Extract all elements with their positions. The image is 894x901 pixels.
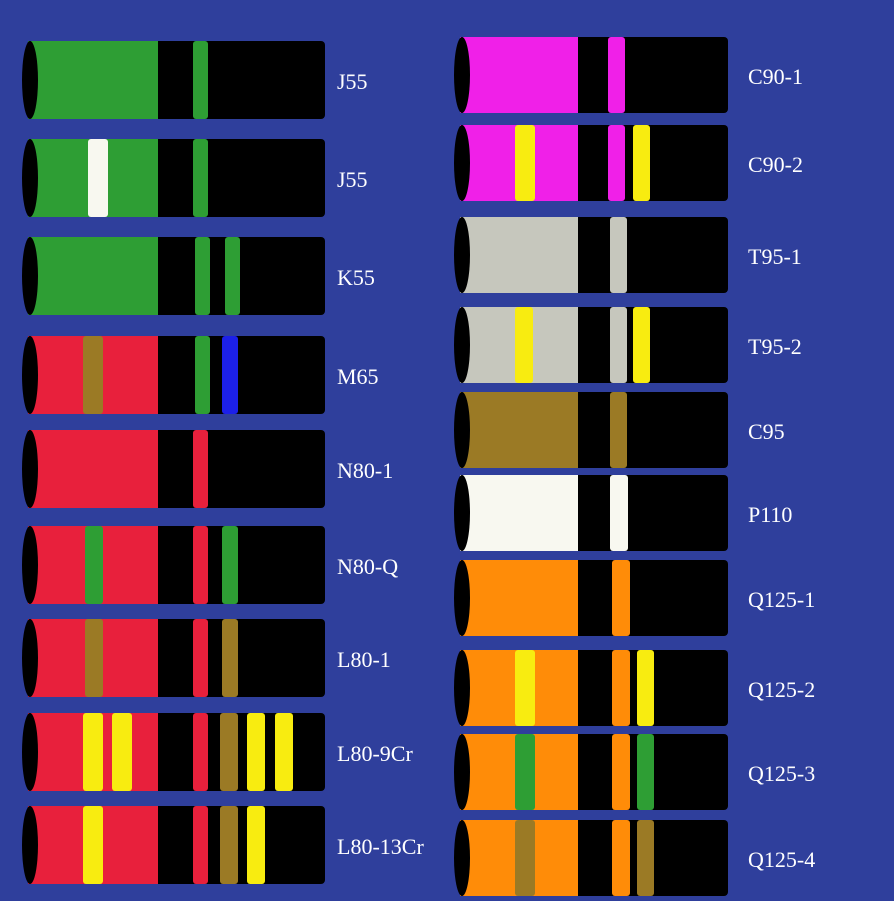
- color-band: [610, 307, 627, 383]
- pipe-end: [454, 820, 470, 896]
- grade-label: N80-Q: [337, 554, 398, 579]
- pipe-color-section: [460, 560, 578, 636]
- color-band: [515, 307, 533, 383]
- color-band: [88, 139, 108, 217]
- pipe-end: [454, 650, 470, 726]
- pipe-end: [454, 307, 470, 383]
- color-band: [247, 713, 265, 791]
- color-band: [608, 37, 625, 113]
- color-band: [612, 650, 630, 726]
- pipe-end: [22, 430, 38, 508]
- color-band: [637, 650, 654, 726]
- pipe-color-section: [28, 237, 158, 315]
- grade-label: Q125-2: [748, 677, 815, 702]
- color-band: [612, 820, 630, 896]
- color-band: [247, 806, 265, 884]
- pipe-end: [454, 217, 470, 293]
- color-band: [515, 820, 535, 896]
- pipe-end: [22, 336, 38, 414]
- color-band: [193, 430, 208, 508]
- grade-label: C95: [748, 419, 785, 444]
- color-band: [633, 307, 650, 383]
- grade-label: Q125-1: [748, 587, 815, 612]
- color-band: [222, 619, 238, 697]
- pipe-end: [22, 806, 38, 884]
- pipe-end: [22, 619, 38, 697]
- grade-label: M65: [337, 364, 379, 389]
- grade-label: P110: [748, 502, 792, 527]
- pipe-end: [454, 734, 470, 810]
- color-band: [112, 713, 132, 791]
- pipe-end: [454, 475, 470, 551]
- grade-label: Q125-4: [748, 847, 815, 872]
- color-band: [275, 713, 293, 791]
- color-band: [610, 475, 628, 551]
- color-band: [515, 734, 535, 810]
- grade-label: Q125-3: [748, 761, 815, 786]
- color-band: [193, 41, 208, 119]
- color-band: [193, 526, 208, 604]
- pipe-end: [22, 237, 38, 315]
- pipe-end: [22, 713, 38, 791]
- color-band: [83, 713, 103, 791]
- grade-label: K55: [337, 265, 375, 290]
- color-band: [193, 806, 208, 884]
- color-band: [612, 560, 630, 636]
- pipe-end: [22, 139, 38, 217]
- color-band: [220, 713, 238, 791]
- pipe-color-section: [460, 475, 578, 551]
- pipe-color-section: [460, 392, 578, 468]
- grade-label: L80-1: [337, 647, 391, 672]
- color-band: [195, 336, 210, 414]
- color-band: [220, 806, 238, 884]
- color-band: [193, 139, 208, 217]
- pipe-end: [22, 41, 38, 119]
- grade-label: J55: [337, 69, 368, 94]
- pipe-color-section: [28, 41, 158, 119]
- grade-label: T95-2: [748, 334, 802, 359]
- grade-label: T95-1: [748, 244, 802, 269]
- color-band: [633, 125, 650, 201]
- pipe-color-section: [28, 430, 158, 508]
- pipe-end: [454, 392, 470, 468]
- grade-label: C90-1: [748, 64, 803, 89]
- color-band: [608, 125, 625, 201]
- color-band: [193, 619, 208, 697]
- color-band: [83, 336, 103, 414]
- pipe-end: [22, 526, 38, 604]
- color-band: [225, 237, 240, 315]
- color-band: [637, 734, 654, 810]
- pipe-color-section: [460, 37, 578, 113]
- color-band: [637, 820, 654, 896]
- color-band: [222, 526, 238, 604]
- grade-label: C90-2: [748, 152, 803, 177]
- color-band: [610, 217, 627, 293]
- color-band: [193, 713, 208, 791]
- pipe-end: [454, 125, 470, 201]
- color-band: [515, 650, 535, 726]
- color-band: [195, 237, 210, 315]
- pipe-color-section: [460, 217, 578, 293]
- color-band: [612, 734, 630, 810]
- color-band: [83, 806, 103, 884]
- grade-label: J55: [337, 167, 368, 192]
- pipe-end: [454, 37, 470, 113]
- color-band: [85, 619, 103, 697]
- pipe-end: [454, 560, 470, 636]
- grade-label: L80-13Cr: [337, 834, 424, 859]
- color-band: [222, 336, 238, 414]
- color-band: [610, 392, 627, 468]
- grade-label: N80-1: [337, 458, 393, 483]
- color-band: [515, 125, 535, 201]
- color-band: [85, 526, 103, 604]
- grade-label: L80-9Cr: [337, 741, 413, 766]
